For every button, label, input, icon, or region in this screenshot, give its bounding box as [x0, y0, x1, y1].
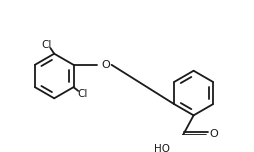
- Text: Cl: Cl: [78, 89, 88, 99]
- Text: HO: HO: [154, 144, 170, 152]
- Text: Cl: Cl: [41, 40, 52, 50]
- Text: O: O: [209, 129, 218, 139]
- Text: O: O: [101, 60, 110, 70]
